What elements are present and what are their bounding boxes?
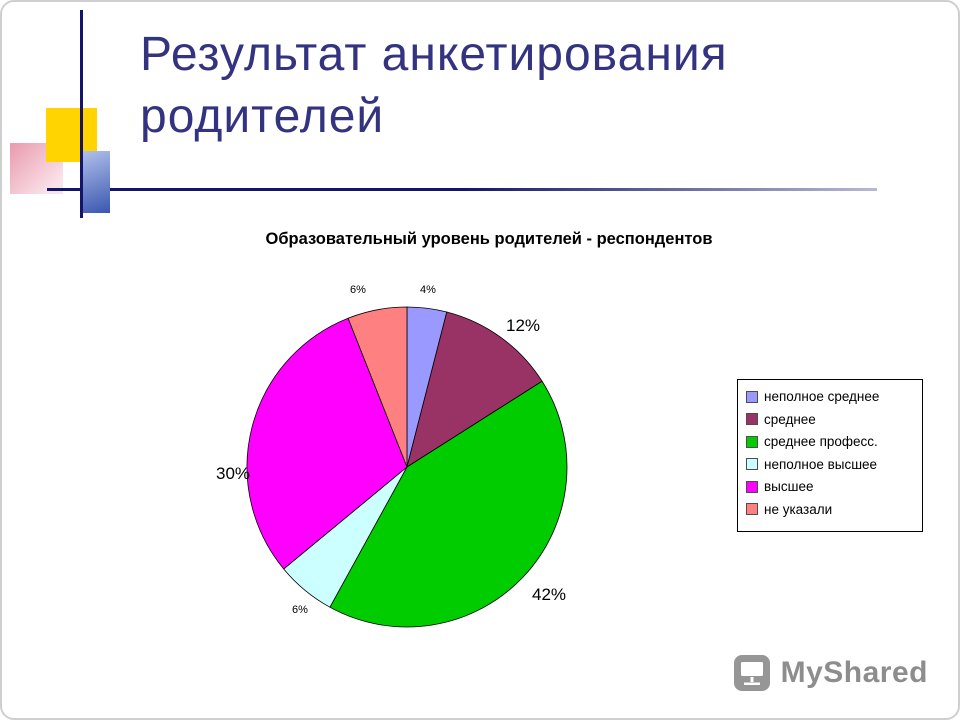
legend-swatch <box>746 413 758 426</box>
pie-label-nepolnoe-vysshee: 6% <box>292 604 308 616</box>
legend-item: неполное высшее <box>746 456 914 472</box>
legend-item: среднее <box>746 411 914 427</box>
legend-swatch <box>746 435 758 448</box>
pie-slice-1 <box>406 311 543 468</box>
legend-label: среднее професс. <box>764 434 878 449</box>
legend-swatch <box>746 480 758 493</box>
legend-item: среднее професс. <box>746 435 914 449</box>
legend-label: не указали <box>764 501 833 517</box>
legend-swatch <box>746 390 758 403</box>
legend-swatch <box>746 503 758 516</box>
decor-vertical-rule <box>80 10 83 218</box>
legend-label: неполное высшее <box>764 456 878 472</box>
pie-label-srednee: 12% <box>505 316 541 335</box>
legend-label: неполное среднее <box>764 389 880 404</box>
chart-title: Образовательный уровень родителей - респ… <box>265 230 713 248</box>
decor-blue-square <box>83 151 110 213</box>
decor-horizontal-rule <box>47 188 877 191</box>
legend-swatch <box>746 458 758 471</box>
pie-label-ne-ukazali: 6% <box>350 284 366 296</box>
legend-item: не указали <box>746 501 914 517</box>
myshared-logo-icon <box>733 655 770 691</box>
pie-label-nepolnoe-srednee: 4% <box>420 284 436 296</box>
slide-title: Результат анкетирования родителей <box>140 28 728 144</box>
pie-label-srednee-profess: 42% <box>531 585 567 604</box>
chart-legend: неполное среднее среднее среднее професс… <box>737 379 923 532</box>
pie-label-vysshee: 30% <box>215 464 251 483</box>
legend-label: среднее <box>764 411 816 427</box>
legend-item: высшее <box>746 480 914 494</box>
legend-label: высшее <box>764 479 814 494</box>
pie-chart <box>246 306 568 628</box>
pie-slice-5 <box>347 306 408 468</box>
pie-slice-2 <box>329 380 568 628</box>
pie-slice-4 <box>246 317 408 570</box>
watermark-text: MyShared <box>780 656 928 689</box>
watermark: MyShared <box>733 654 928 692</box>
legend-item: неполное среднее <box>746 390 914 404</box>
